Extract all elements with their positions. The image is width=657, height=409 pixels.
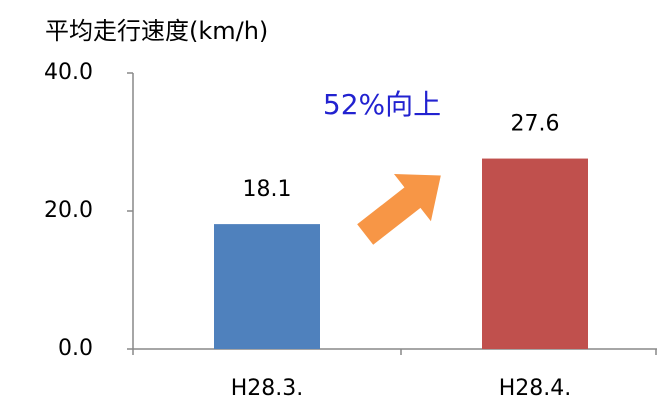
annotation: 52%向上	[323, 88, 441, 121]
data-label: 27.6	[511, 112, 560, 137]
x-tick-label: H28.3.	[231, 376, 304, 401]
chart-title: 平均走行速度(km/h)	[45, 17, 268, 45]
x-tick-label: H28.4.	[499, 376, 572, 401]
y-tick-label: 40.0	[44, 60, 93, 85]
y-tick-label: 20.0	[44, 198, 93, 223]
arrow	[357, 173, 441, 245]
y-tick-label: 0.0	[58, 336, 93, 361]
data-label: 18.1	[243, 177, 292, 202]
bar	[214, 224, 320, 349]
bar	[482, 158, 588, 349]
